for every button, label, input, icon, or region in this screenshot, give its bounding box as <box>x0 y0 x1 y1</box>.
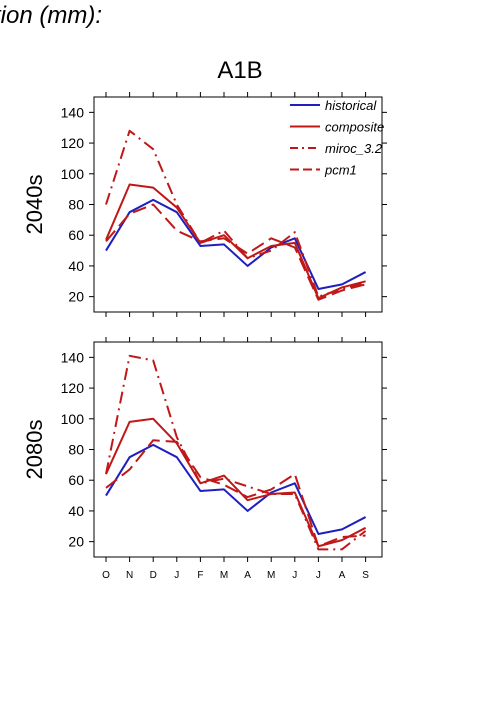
y-tick-label: 40 <box>68 503 84 519</box>
panel-2040s: 20 40 60 80 100 120 140 2040s historical composit… <box>22 92 387 317</box>
scenario-title: A1B <box>217 57 263 84</box>
series-line-composite <box>105 417 367 548</box>
series-line-miroc-3-2 <box>105 129 366 298</box>
y-tick-label: 140 <box>61 349 85 365</box>
y-tick-label: 120 <box>61 135 85 151</box>
legend-entry: composite <box>325 120 384 135</box>
x-tick-label: M <box>220 570 228 581</box>
plot-frame <box>93 341 383 558</box>
x-tick-label: O <box>102 570 110 581</box>
y-tick-label: 100 <box>61 166 85 182</box>
x-tick-label: J <box>174 570 179 581</box>
y-tick-label: 40 <box>68 258 84 274</box>
y-tick-label: 120 <box>61 380 85 396</box>
y-tick-label: 80 <box>68 442 84 458</box>
x-tick-label: A <box>339 570 346 581</box>
y-tick-label: 20 <box>68 289 84 305</box>
x-tick-label: F <box>197 570 203 581</box>
panel-2080s: 20 40 60 80 100 120 140 O N D J F M A M J J A S 2080s <box>22 337 387 581</box>
series-line-historical <box>105 198 367 290</box>
panel-label: 2040s <box>22 175 47 235</box>
legend-entry: historical <box>325 98 377 113</box>
series-line-pcm1 <box>105 439 366 548</box>
figure-title-fragment: tion (mm): <box>0 2 102 29</box>
x-tick-label: D <box>150 570 157 581</box>
y-tick-label: 60 <box>68 227 84 243</box>
legend-entry: pcm1 <box>324 163 357 178</box>
y-tick-label: 60 <box>68 472 84 488</box>
series-line-miroc-3-2 <box>105 354 367 551</box>
y-tick-label: 100 <box>61 411 85 427</box>
x-tick-label: S <box>362 570 369 581</box>
x-tick-label: N <box>126 570 133 581</box>
series-line-historical <box>105 443 367 535</box>
x-tick-label: A <box>244 570 251 581</box>
y-tick-label: 80 <box>68 197 84 213</box>
series-line-pcm1 <box>105 203 366 301</box>
x-tick-label: J <box>316 570 321 581</box>
legend: historical composite miroc_3.2 pcm1 <box>290 98 384 178</box>
series-line-composite <box>105 183 366 300</box>
y-tick-label: 20 <box>68 534 84 550</box>
x-tick-label: M <box>267 570 275 581</box>
x-tick-label: J <box>292 570 297 581</box>
panel-label: 2080s <box>22 420 47 480</box>
legend-entry: miroc_3.2 <box>325 141 383 156</box>
y-tick-label: 140 <box>61 104 85 120</box>
